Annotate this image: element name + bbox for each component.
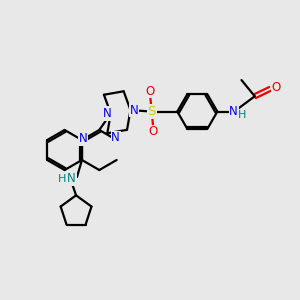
Text: O: O [148, 125, 158, 138]
Text: S: S [148, 105, 156, 118]
Text: N: N [67, 172, 76, 185]
Text: N: N [130, 103, 138, 117]
Text: H: H [58, 174, 66, 184]
Text: O: O [146, 85, 155, 98]
Text: H: H [238, 110, 246, 120]
Text: O: O [271, 81, 280, 94]
Text: N: N [103, 107, 112, 120]
Text: N: N [229, 105, 238, 118]
Text: N: N [111, 131, 120, 144]
Text: N: N [79, 132, 88, 145]
